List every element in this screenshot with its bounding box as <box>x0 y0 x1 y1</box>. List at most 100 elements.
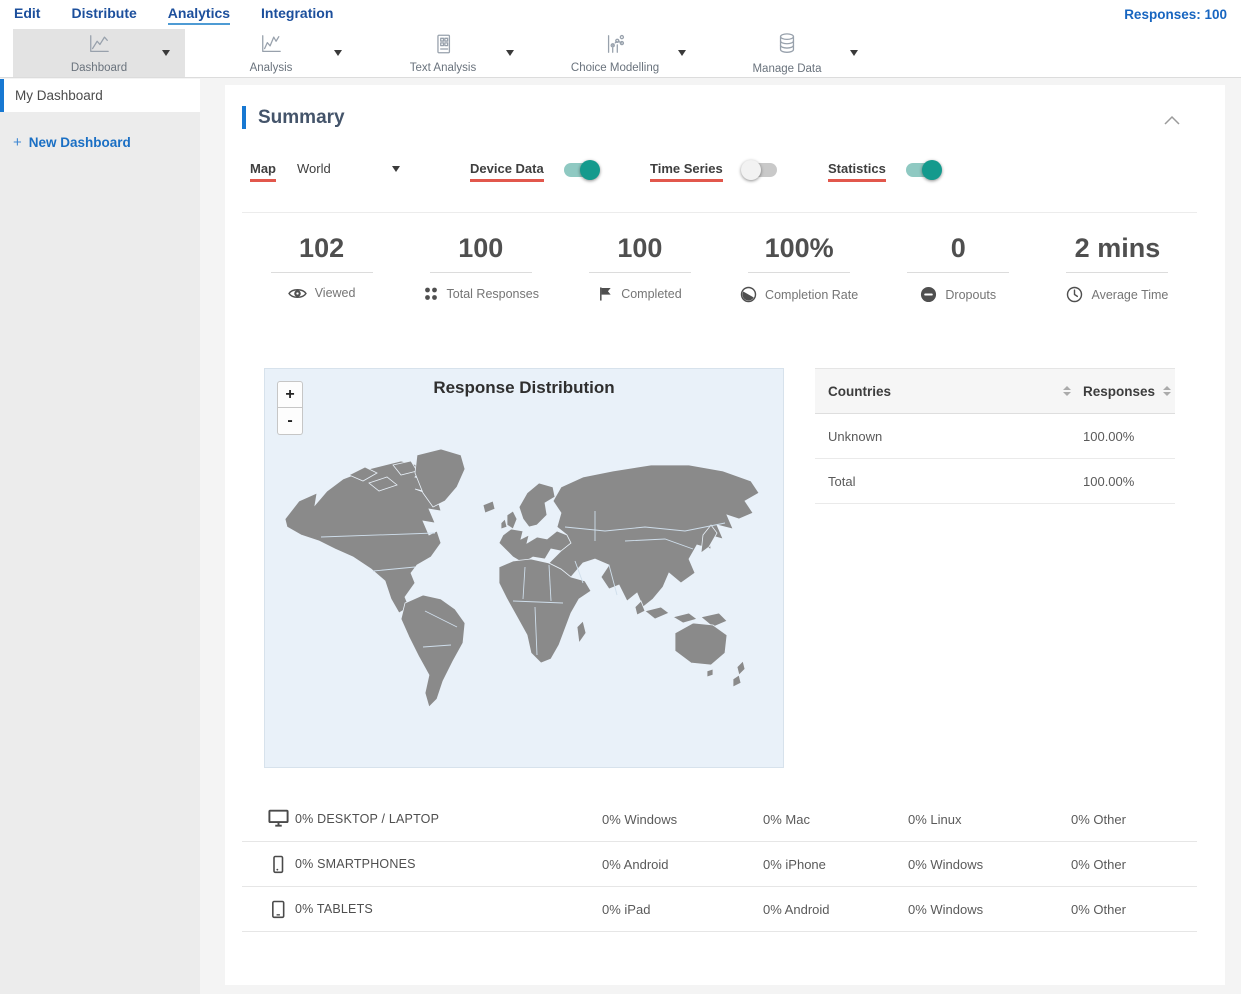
stat-completed: 100 Completed <box>560 233 719 308</box>
stat-value: 2 mins <box>1074 233 1161 263</box>
tablet-icon <box>268 899 288 925</box>
divider <box>748 272 851 273</box>
table-row: Unknown 100.00% <box>815 414 1175 459</box>
divider <box>1066 272 1169 273</box>
desktop-icon <box>268 809 289 833</box>
device-stat: 0% Other <box>1071 856 1126 872</box>
device-stat: 0% Other <box>1071 901 1126 917</box>
caret-down-icon[interactable] <box>334 50 342 56</box>
nav-edit[interactable]: Edit <box>14 4 41 21</box>
caret-down-icon[interactable] <box>506 50 514 56</box>
nav-distribute[interactable]: Distribute <box>71 4 137 21</box>
stat-average-time: 2 mins Average Time <box>1038 233 1197 308</box>
country-cell: Unknown <box>828 428 883 444</box>
table-row: Total 100.00% <box>815 459 1175 504</box>
stat-value: 100% <box>764 233 834 263</box>
zoom-out-button[interactable]: - <box>277 408 303 435</box>
toolbar-item-label: Analysis <box>249 61 293 74</box>
responses-count[interactable]: Responses: 100 <box>1124 7 1227 22</box>
statistics-toggle[interactable] <box>905 160 942 180</box>
divider <box>588 272 691 273</box>
summary-card: Summary Map World Device Data Time Serie… <box>225 85 1225 985</box>
stat-total-responses: 100 Total Responses <box>401 233 560 308</box>
toolbar-item-dashboard[interactable]: Dashboard <box>13 29 185 77</box>
toggle-knob <box>740 160 761 180</box>
device-data-toggle[interactable] <box>563 160 600 180</box>
device-stat: 0% Windows <box>908 856 984 872</box>
stat-label: Total Responses <box>446 287 539 301</box>
caret-down-icon[interactable] <box>850 50 858 56</box>
device-stat: 0% iPad <box>602 901 651 917</box>
device-stat: 0% Android <box>763 901 830 917</box>
toolbar-item-label: Dashboard <box>70 61 128 74</box>
line-chart-icon <box>86 33 112 60</box>
table-row: 0% DESKTOP / LAPTOP 0% Windows 0% Mac 0%… <box>242 797 1197 842</box>
stat-completion-rate: 100% Completion Rate <box>720 233 879 308</box>
toggle-knob <box>579 160 600 180</box>
divider <box>270 272 373 273</box>
device-data-label[interactable]: Device Data <box>470 161 544 182</box>
minus-circle-icon <box>920 286 937 303</box>
toolbar-item-manage-data[interactable]: Manage Data <box>701 29 873 77</box>
plus-icon: + <box>13 134 22 151</box>
country-cell: Total <box>828 473 856 489</box>
toolbar-item-label: Text Analysis <box>409 61 477 74</box>
device-stat: 0% Android <box>602 856 669 872</box>
countries-table: Countries Responses Unknown 100.00% Tota… <box>815 368 1175 504</box>
sidebar-item-label: My Dashboard <box>15 88 103 103</box>
stat-value: 100 <box>458 233 504 263</box>
clock-icon <box>1066 286 1083 303</box>
device-category-label: 0% DESKTOP / LAPTOP <box>295 812 440 826</box>
stat-label: Completion Rate <box>765 287 859 302</box>
toggle-knob <box>921 160 942 180</box>
document-grid-icon <box>430 33 456 60</box>
divider <box>907 272 1010 273</box>
scatter-chart-icon <box>602 33 628 60</box>
countries-header-label[interactable]: Countries <box>828 383 892 399</box>
caret-down-icon[interactable] <box>678 50 686 56</box>
caret-down-icon[interactable] <box>162 50 170 56</box>
responses-header-label[interactable]: Responses <box>1083 383 1156 399</box>
line-chart-icon <box>258 33 284 60</box>
map-region-value: World <box>297 161 331 176</box>
new-dashboard-button[interactable]: + New Dashboard <box>13 134 200 151</box>
summary-title: Summary <box>258 106 345 128</box>
accent-bar <box>242 106 246 129</box>
nav-analytics[interactable]: Analytics <box>167 5 231 25</box>
toolbar-item-label: Choice Modelling <box>570 61 660 74</box>
map-region-select[interactable]: World <box>297 161 400 176</box>
sidebar-item-my-dashboard[interactable]: My Dashboard <box>0 79 200 112</box>
device-stat: 0% iPhone <box>763 856 826 872</box>
sort-icon[interactable] <box>1163 386 1172 396</box>
response-distribution-map: Response Distribution + - <box>264 368 784 768</box>
device-stat: 0% Other <box>1071 811 1126 827</box>
time-series-toggle[interactable] <box>740 160 777 180</box>
nav-integration[interactable]: Integration <box>261 4 334 21</box>
stat-viewed: 102 Viewed <box>242 233 401 308</box>
zoom-in-button[interactable]: + <box>277 381 303 408</box>
stat-label: Completed <box>621 287 682 301</box>
chevron-up-icon[interactable] <box>1163 112 1181 130</box>
stat-value: 102 <box>299 233 345 263</box>
dots-grid-icon <box>423 286 439 302</box>
toolbar-item-label: Manage Data <box>752 62 822 75</box>
statistics-label[interactable]: Statistics <box>828 161 886 182</box>
divider <box>429 272 532 273</box>
device-category-label: 0% SMARTPHONES <box>295 857 416 871</box>
map-title: Response Distribution <box>433 378 615 397</box>
world-map-image[interactable] <box>265 431 785 761</box>
stat-label: Average Time <box>1091 287 1169 302</box>
new-dashboard-label: New Dashboard <box>28 135 131 150</box>
toolbar-item-analysis[interactable]: Analysis <box>185 29 357 77</box>
stat-dropouts: 0 Dropouts <box>879 233 1038 308</box>
map-control-label[interactable]: Map <box>250 161 276 182</box>
top-navigation: Edit Distribute Analytics Integration Re… <box>0 0 1241 29</box>
device-category-label: 0% TABLETS <box>295 902 373 916</box>
sort-icon[interactable] <box>1063 386 1071 396</box>
device-stat: 0% Windows <box>602 811 678 827</box>
toolbar-item-text-analysis[interactable]: Text Analysis <box>357 29 529 77</box>
device-stat: 0% Mac <box>763 811 810 827</box>
toolbar-item-choice-modelling[interactable]: Choice Modelling <box>529 29 701 77</box>
time-series-label[interactable]: Time Series <box>650 161 723 182</box>
caret-down-icon <box>392 165 400 172</box>
